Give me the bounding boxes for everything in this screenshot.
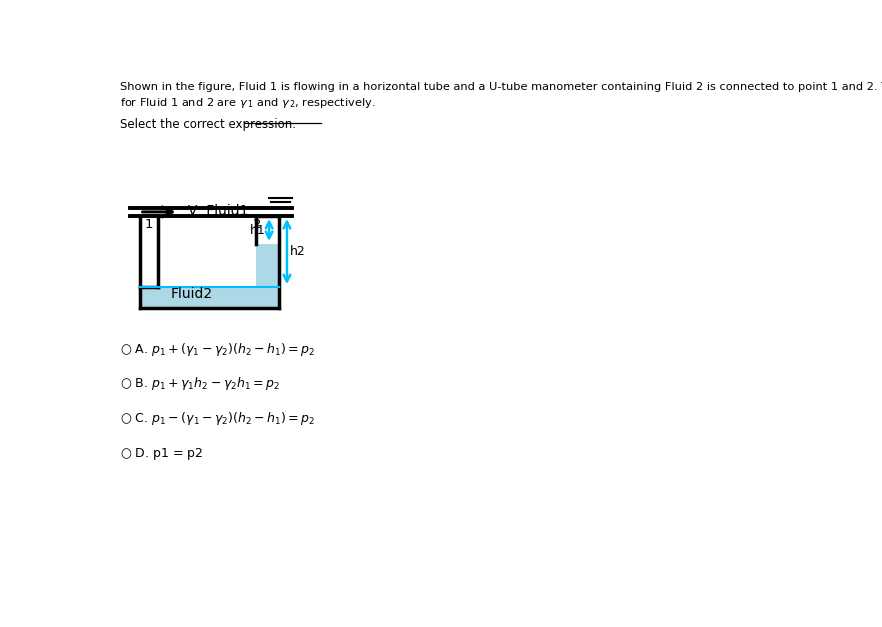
- Text: Select the correct expression.: Select the correct expression.: [120, 118, 295, 130]
- Text: h2: h2: [290, 245, 306, 258]
- Bar: [256, 244, 280, 308]
- Text: $\bigcirc$ D. p1 = p2: $\bigcirc$ D. p1 = p2: [120, 446, 203, 461]
- Text: $\bigcirc$ C. $p_1 - (\gamma_1 - \gamma_2)(h_2 - h_1) = p_2$: $\bigcirc$ C. $p_1 - (\gamma_1 - \gamma_…: [120, 410, 315, 427]
- Bar: [139, 287, 280, 308]
- Text: for Fluid 1 and 2 are $\gamma_{\,1}$ and $\gamma_{\,2}$, respectively.: for Fluid 1 and 2 are $\gamma_{\,1}$ and…: [120, 96, 375, 110]
- Text: 1: 1: [145, 218, 153, 231]
- Text: Fluid2: Fluid2: [171, 287, 213, 300]
- Text: 2: 2: [253, 218, 261, 231]
- Text: V  Fluid1: V Fluid1: [188, 204, 248, 218]
- Text: Shown in the figure, Fluid 1 is flowing in a horizontal tube and a U-tube manome: Shown in the figure, Fluid 1 is flowing …: [120, 82, 882, 92]
- Text: h1: h1: [250, 223, 266, 236]
- Text: $\bigcirc$ B. $p_1 + \gamma_1 h_2 - \gamma_2 h_1 = p_2$: $\bigcirc$ B. $p_1 + \gamma_1 h_2 - \gam…: [120, 375, 280, 392]
- Text: $\bigcirc$ A. $p_1 + (\gamma_1 - \gamma_2)(h_2 - h_1) = p_2$: $\bigcirc$ A. $p_1 + (\gamma_1 - \gamma_…: [120, 341, 315, 358]
